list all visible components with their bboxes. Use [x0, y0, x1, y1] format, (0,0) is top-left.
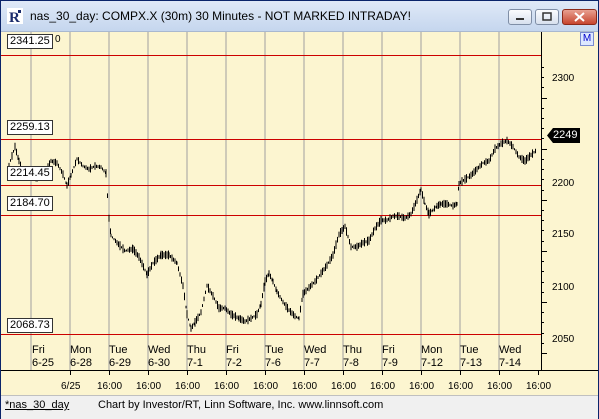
day-label: Thu [343, 344, 362, 356]
chart-tab[interactable]: *nas_30_day [5, 399, 70, 411]
time-axis: 6/25 16:00 16:00 16:00 16:00 16:00 16:00… [1, 370, 598, 395]
time-label: 16:00 [253, 381, 279, 392]
last-price-tag: 2249 [547, 128, 581, 143]
time-label: 16:00 [136, 381, 162, 392]
corner-label: 0 [55, 34, 61, 45]
day-label: Fri [382, 344, 395, 356]
status-bar: *nas_30_day Chart by Investor/RT, Linn S… [1, 395, 598, 419]
minimize-button[interactable] [508, 9, 532, 25]
chart-plot-area[interactable]: 2341.25 0 2259.13 2214.45 2184.70 2068.7… [1, 32, 598, 370]
date-label: 7-14 [499, 357, 522, 369]
time-label: 6/25 [61, 381, 81, 392]
time-label: 16:00 [331, 381, 357, 392]
day-label: Wed [499, 344, 522, 356]
day-label: Mon [421, 344, 443, 356]
date-label: 7-1 [187, 357, 203, 369]
time-label: 16:00 [370, 381, 396, 392]
level-label-2214: 2214.45 [7, 166, 53, 181]
date-label: 6-29 [109, 357, 132, 369]
y-tick-label: 2050 [552, 334, 575, 345]
level-label-2341: 2341.25 [7, 34, 53, 49]
y-tick-label: 2200 [552, 178, 575, 189]
day-label: Wed [148, 344, 171, 356]
day-label: Tue [265, 344, 284, 356]
minimize-icon [516, 18, 524, 20]
time-label: 16:00 [448, 381, 474, 392]
day-label: Mon [70, 344, 92, 356]
close-button[interactable] [562, 9, 597, 25]
date-label: 6-25 [32, 357, 55, 369]
plot-background [1, 32, 541, 370]
day-label: Fri [32, 344, 45, 356]
day-label: Fri [226, 344, 239, 356]
time-label: 16:00 [409, 381, 435, 392]
credit-text: Chart by Investor/RT, Linn Software, Inc… [98, 399, 384, 411]
maximize-button[interactable] [535, 9, 559, 25]
y-tick-label: 2100 [552, 282, 575, 293]
svg-text:R: R [9, 10, 20, 24]
investor-rt-icon: R [7, 8, 23, 24]
title-bar[interactable]: R nas_30_day: COMPX.X (30m) 30 Minutes -… [1, 1, 598, 32]
time-label: 16:00 [97, 381, 123, 392]
time-label: 16:00 [526, 381, 552, 392]
level-label-2184: 2184.70 [7, 196, 53, 211]
y-tick-label: 2150 [552, 229, 575, 240]
time-label: 16:00 [292, 381, 318, 392]
day-label: Thu [187, 344, 206, 356]
date-label: 7-6 [265, 357, 281, 369]
date-label: 7-12 [421, 357, 444, 369]
window-title: nas_30_day: COMPX.X (30m) 30 Minutes - N… [30, 9, 412, 23]
date-label: 7-2 [226, 357, 242, 369]
date-label: 6-30 [148, 357, 171, 369]
date-label: 7-13 [460, 357, 483, 369]
date-label: 7-9 [382, 357, 398, 369]
time-label: 16:00 [214, 381, 240, 392]
date-label: 7-8 [343, 357, 359, 369]
time-label: 16:00 [487, 381, 513, 392]
close-icon [574, 12, 585, 22]
day-label: Wed [304, 344, 327, 356]
date-label: 7-7 [304, 357, 320, 369]
time-label: 16:00 [175, 381, 201, 392]
price-chart[interactable] [1, 32, 598, 370]
marker-button[interactable]: M [580, 32, 594, 46]
level-label-2259: 2259.13 [7, 120, 53, 135]
maximize-icon [542, 12, 552, 21]
day-label: Tue [460, 344, 479, 356]
day-label: Tue [109, 344, 128, 356]
date-label: 6-28 [70, 357, 93, 369]
y-tick-label: 2300 [552, 73, 575, 84]
level-label-2068: 2068.73 [7, 318, 53, 333]
